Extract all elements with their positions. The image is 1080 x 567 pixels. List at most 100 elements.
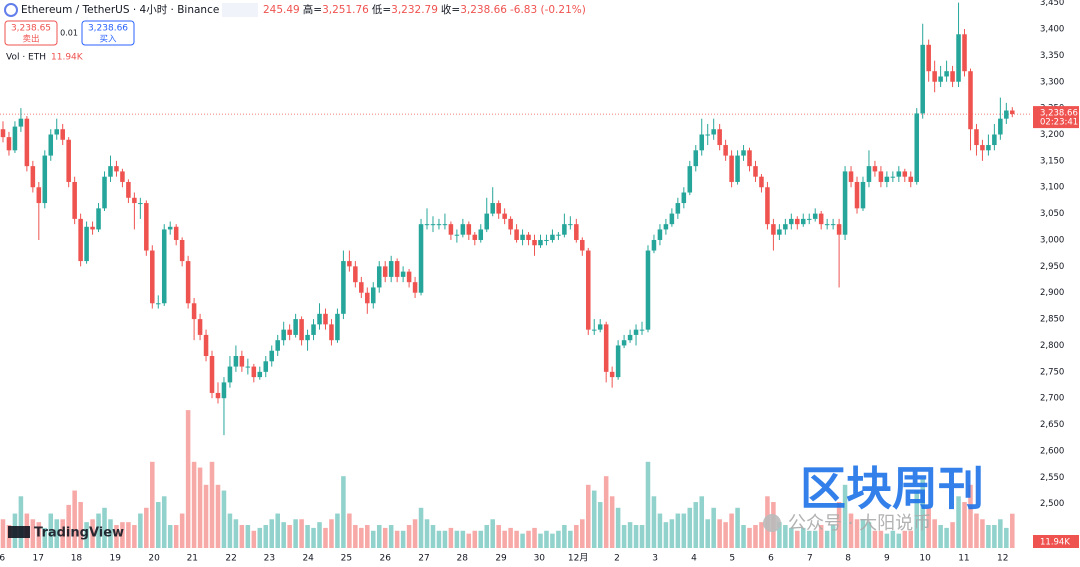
y-tick-label: 3,000	[1040, 235, 1064, 245]
volume-bar	[550, 533, 555, 548]
candle-body	[651, 239, 657, 251]
volume-bar	[980, 519, 985, 548]
volume-bar	[311, 527, 316, 548]
candle-body	[836, 224, 842, 235]
last-price-label: 3,238.66	[1040, 109, 1078, 119]
candle-body	[269, 350, 275, 362]
volume-bar	[341, 476, 346, 548]
candle-body	[1010, 110, 1015, 115]
header-buttons[interactable]	[222, 3, 258, 17]
volume-bar	[938, 525, 943, 548]
sell-button[interactable]	[4, 20, 58, 46]
volume-bar	[806, 530, 812, 548]
y-tick-label: 3,050	[1040, 209, 1064, 219]
candle-body	[574, 224, 579, 240]
candle-body	[699, 134, 705, 151]
volume-bar	[60, 519, 65, 548]
volume-bar	[920, 479, 925, 548]
candle-body	[209, 356, 215, 393]
volume-bar	[777, 522, 782, 548]
volume-bar	[645, 461, 651, 548]
candle-body	[317, 313, 322, 325]
volume-bar	[944, 527, 949, 548]
sell-price: 3,238.65	[11, 24, 51, 34]
volume-bar	[818, 525, 824, 548]
volume-bar	[693, 502, 699, 548]
candle-body	[96, 208, 101, 230]
candle-body	[173, 226, 179, 240]
candle-body	[914, 113, 920, 182]
candle-body	[639, 329, 645, 331]
candle-body	[998, 118, 1003, 135]
volume-bar	[394, 530, 400, 548]
candle-body	[502, 213, 507, 219]
volume-bar	[370, 530, 376, 548]
candle-body	[323, 313, 328, 325]
candle-body	[657, 229, 663, 240]
open-value: 245.49	[263, 4, 300, 16]
volume-bar	[30, 519, 36, 548]
candle-body	[950, 71, 955, 82]
candle-body	[580, 239, 585, 251]
volume-bar	[836, 502, 842, 548]
candle-body	[448, 224, 454, 235]
candle-body	[484, 213, 490, 230]
x-tick-label: 21	[187, 554, 198, 564]
volume-bar	[532, 527, 537, 548]
candle-body	[824, 224, 830, 226]
candle-body	[108, 166, 113, 177]
volume-bar	[878, 530, 884, 548]
candle-body	[717, 129, 722, 146]
candle-body	[406, 271, 412, 283]
candle-body	[245, 366, 251, 368]
candle-body	[167, 226, 173, 230]
y-tick-label: 2,600	[1040, 446, 1064, 456]
volume-bar	[18, 496, 24, 548]
candle-body	[944, 71, 949, 77]
volume-bar	[155, 502, 161, 548]
account-watermark: 公众号 · 大阳说币	[788, 513, 931, 534]
volume-bar	[538, 533, 543, 548]
volume-bar	[884, 533, 890, 548]
volume-bar	[197, 467, 203, 548]
volume-bar	[209, 461, 215, 548]
candle-body	[920, 44, 925, 114]
x-tick-label: 28	[457, 554, 469, 564]
y-tick-label: 2,700	[1040, 394, 1064, 404]
candle-body	[842, 171, 848, 235]
volume-bar	[490, 519, 495, 548]
x-tick-label: 22	[225, 554, 236, 564]
y-tick-label: 3,350	[1040, 51, 1064, 61]
candle-body	[621, 340, 627, 346]
ohlc-value: 3,238.66	[460, 4, 507, 16]
candle-body	[818, 213, 824, 225]
eth-icon	[4, 3, 18, 17]
x-tick-label: 24	[302, 554, 314, 564]
y-tick-label: 3,450	[1040, 0, 1064, 8]
volume-bar	[556, 530, 561, 548]
volume-bar	[687, 507, 693, 548]
candle-body	[478, 229, 484, 240]
volume-bar	[508, 527, 513, 548]
candle-body	[221, 382, 227, 399]
candle-body	[412, 282, 418, 293]
volume-bar	[681, 513, 687, 548]
volume-bar	[353, 525, 358, 548]
volume-bar	[723, 522, 728, 548]
candle-body	[986, 145, 991, 151]
volume-bar	[717, 519, 722, 548]
ohlc-value: 3,232.79	[391, 4, 438, 16]
candle-body	[370, 287, 376, 304]
candle-body	[591, 329, 597, 331]
volume-bar	[275, 513, 280, 548]
volume-bar	[580, 519, 585, 548]
candle-body	[812, 213, 818, 219]
candle-body	[442, 224, 448, 226]
buy-button[interactable]	[81, 20, 135, 46]
volume-bar	[753, 525, 758, 548]
volume-bar	[442, 530, 448, 548]
candle-body	[460, 224, 466, 235]
volume-bar	[812, 530, 818, 548]
wechat-icon	[763, 514, 781, 532]
